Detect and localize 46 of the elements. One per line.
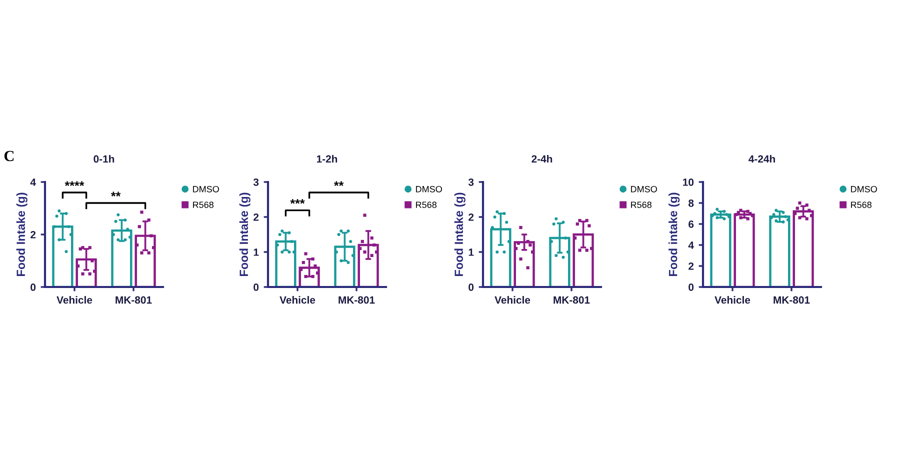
- x-tick-label: MK-801: [554, 296, 590, 304]
- y-tick-label: 0: [688, 284, 694, 291]
- y-axis-title: Food Intake (g): [454, 192, 466, 276]
- legend-label: R568: [193, 202, 214, 208]
- y-tick-label: 2: [254, 214, 259, 221]
- y-tick-label: 6: [688, 220, 694, 228]
- legend-label: R568: [416, 202, 436, 208]
- y-tick-label: 10: [683, 178, 694, 186]
- annotation: **: [334, 181, 344, 186]
- y-tick-label: 1: [468, 248, 474, 256]
- y-tick-label: 2: [688, 262, 694, 270]
- legend-label: DMSO: [416, 186, 442, 192]
- x-tick-label: MK-801: [116, 296, 152, 304]
- annotation: **: [110, 192, 121, 196]
- y-tick-label: 3: [253, 178, 259, 186]
- y-tick-label: 8: [688, 200, 694, 207]
- y-tick-label: 0: [254, 284, 259, 291]
- x-tick-label: MK-801: [774, 296, 810, 304]
- chart-title: 1-2h: [316, 155, 338, 163]
- legend-label: DMSO: [193, 186, 219, 192]
- legend-label: R568: [851, 202, 872, 208]
- annotation: ***: [290, 199, 305, 204]
- y-tick-label: 4: [688, 242, 694, 249]
- y-tick-label: 1: [254, 248, 259, 256]
- x-tick-label: MK-801: [338, 296, 375, 304]
- y-tick-label: 0: [30, 284, 36, 291]
- y-axis-title: Food intake (g): [668, 192, 680, 276]
- legend-label: DMSO: [631, 186, 657, 192]
- y-tick-label: 2: [30, 231, 36, 238]
- x-tick-label: Vehicle: [56, 296, 92, 304]
- y-tick-label: 2: [468, 214, 474, 221]
- y-tick-label: 4: [30, 178, 36, 186]
- chart-title: 0-1h: [94, 155, 114, 163]
- y-tick-label: 0: [468, 284, 474, 291]
- text: C: [4, 150, 14, 162]
- x-tick-label: Vehicle: [714, 296, 750, 304]
- chart-title: 4-24h: [748, 155, 775, 163]
- legend-label: R568: [631, 202, 652, 208]
- y-axis-title: Food Intake (g): [16, 192, 28, 276]
- y-tick-label: 3: [468, 178, 474, 186]
- x-tick-label: Vehicle: [280, 296, 316, 304]
- y-axis-title: Food Intake (g): [239, 192, 250, 276]
- x-tick-label: Vehicle: [494, 296, 530, 304]
- legend-label: DMSO: [851, 186, 877, 192]
- annotation: ****: [64, 181, 84, 186]
- chart-title: 2-4h: [532, 155, 552, 163]
